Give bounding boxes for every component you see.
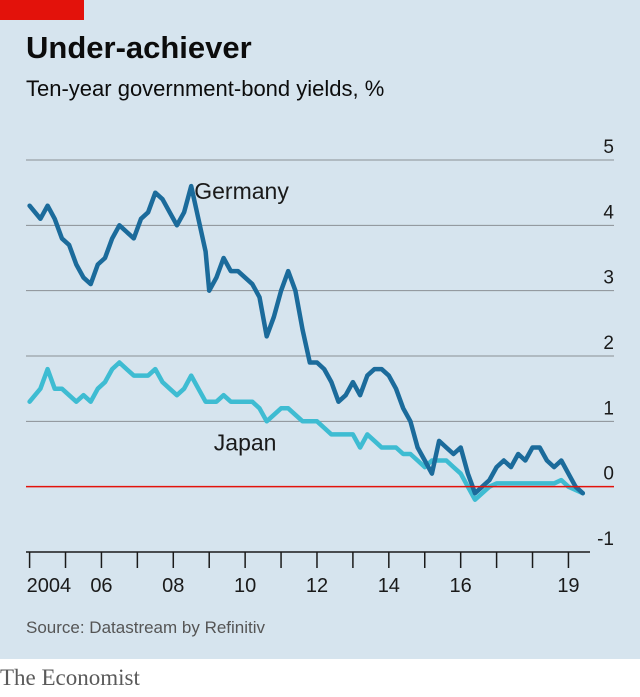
y-tick-label: 5 [603,137,614,158]
x-tick-label: 08 [162,575,184,597]
brand-red-tag [0,0,84,20]
y-tick-label: 4 [603,202,614,223]
y-tick-label: -1 [597,529,614,550]
x-tick-label: 12 [306,575,328,597]
y-tick-label: 3 [603,268,614,289]
x-tick-label: 2004 [27,575,72,597]
series-line-germany [27,183,586,496]
series-label: Germany [194,178,289,204]
y-tick-label: 2 [603,333,614,354]
y-tick-label: 0 [603,464,614,485]
series-line-japan [27,360,586,502]
x-tick-label: 10 [234,575,256,597]
chart-title: Under-achiever [26,30,252,65]
x-tick-label: 14 [378,575,400,597]
chart-subtitle: Ten-year government-bond yields, % [26,76,385,101]
source-note: Source: Datastream by Refinitiv [26,618,266,637]
series-label: Japan [214,430,277,456]
x-tick-label: 06 [90,575,112,597]
publication-footer: The Economist [0,665,140,690]
y-tick-label: 1 [603,398,614,419]
x-tick-label: 19 [557,575,579,597]
x-tick-label: 16 [450,575,472,597]
chart-panel [0,0,640,659]
